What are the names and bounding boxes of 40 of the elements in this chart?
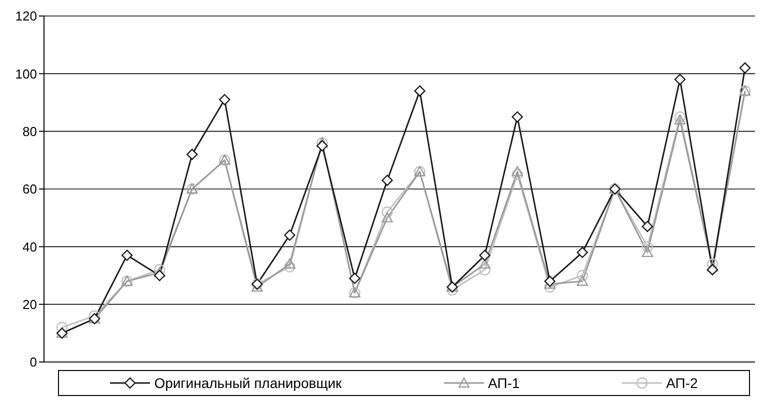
legend-label: АП-1	[488, 375, 520, 391]
point	[186, 148, 198, 160]
point	[382, 206, 393, 218]
point	[642, 246, 654, 258]
point	[512, 166, 523, 176]
point	[576, 270, 588, 282]
point	[576, 276, 588, 286]
y-tick-label: 100	[15, 66, 37, 82]
point	[284, 230, 296, 241]
point	[382, 174, 393, 186]
y-tick-label: 60	[22, 182, 37, 197]
point	[414, 85, 426, 97]
y-tick-label: 20	[22, 296, 37, 312]
point	[284, 258, 296, 269]
point	[674, 114, 686, 124]
point	[154, 270, 166, 282]
point	[349, 272, 360, 284]
point	[121, 250, 133, 261]
point	[674, 74, 686, 86]
y-tick-label: 40	[22, 239, 37, 254]
point	[512, 111, 523, 123]
point	[739, 62, 751, 74]
y-tick-label: 120	[15, 8, 37, 24]
point	[642, 241, 654, 252]
y-tick-label: 80	[22, 124, 37, 139]
legend-label: АП-2	[666, 375, 698, 391]
point	[479, 250, 490, 261]
point	[316, 140, 328, 152]
point	[219, 94, 230, 106]
point	[479, 264, 490, 276]
point	[512, 168, 523, 180]
legend-label: Оригинальный планировщик	[154, 375, 342, 391]
point	[382, 212, 393, 222]
point	[706, 264, 718, 276]
point	[576, 246, 588, 258]
point	[642, 220, 654, 232]
point	[674, 111, 686, 123]
point	[56, 322, 68, 333]
y-tick-label: 0	[30, 354, 37, 370]
point	[284, 261, 296, 272]
